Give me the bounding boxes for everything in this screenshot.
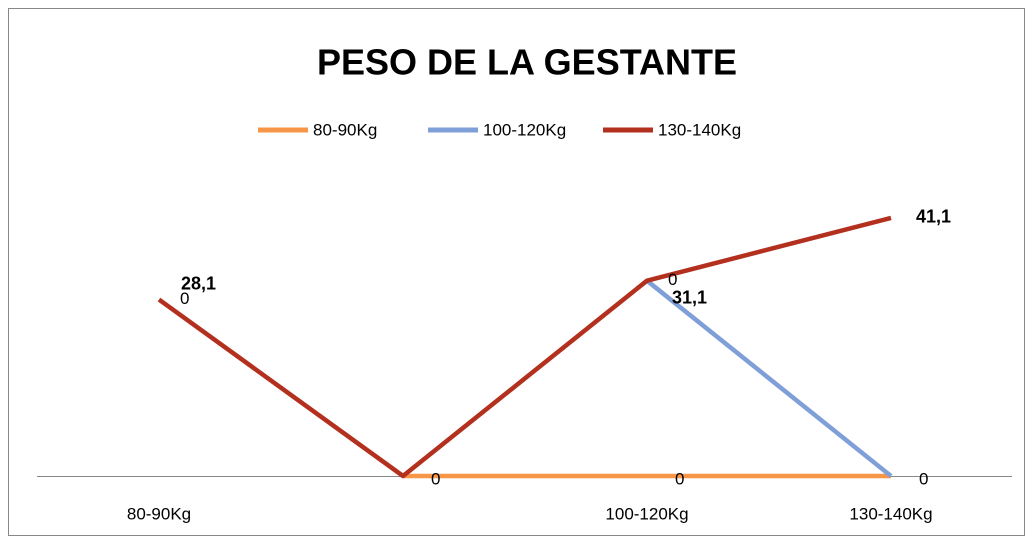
x-tick-label: 80-90Kg: [127, 504, 191, 523]
data-label: 41,1: [916, 207, 951, 227]
data-label: 28,1: [181, 273, 216, 293]
legend-label: 130-140Kg: [658, 120, 741, 139]
annotation: 0: [668, 270, 677, 289]
series-line: [157, 215, 892, 479]
data-label: 0: [431, 469, 440, 488]
legend-label: 80-90Kg: [313, 120, 377, 139]
data-label: 0: [675, 469, 684, 488]
series-line: [645, 278, 893, 478]
x-tick-label: 130-140Kg: [849, 504, 932, 523]
data-label: 0: [919, 469, 928, 488]
x-tick-label: 100-120Kg: [605, 504, 688, 523]
chart-border: [8, 8, 1025, 536]
data-label: 31,1: [672, 287, 707, 307]
chart-title: PESO DE LA GESTANTE: [317, 42, 737, 83]
annotation: 0: [180, 289, 189, 308]
legend-label: 100-120Kg: [483, 120, 566, 139]
